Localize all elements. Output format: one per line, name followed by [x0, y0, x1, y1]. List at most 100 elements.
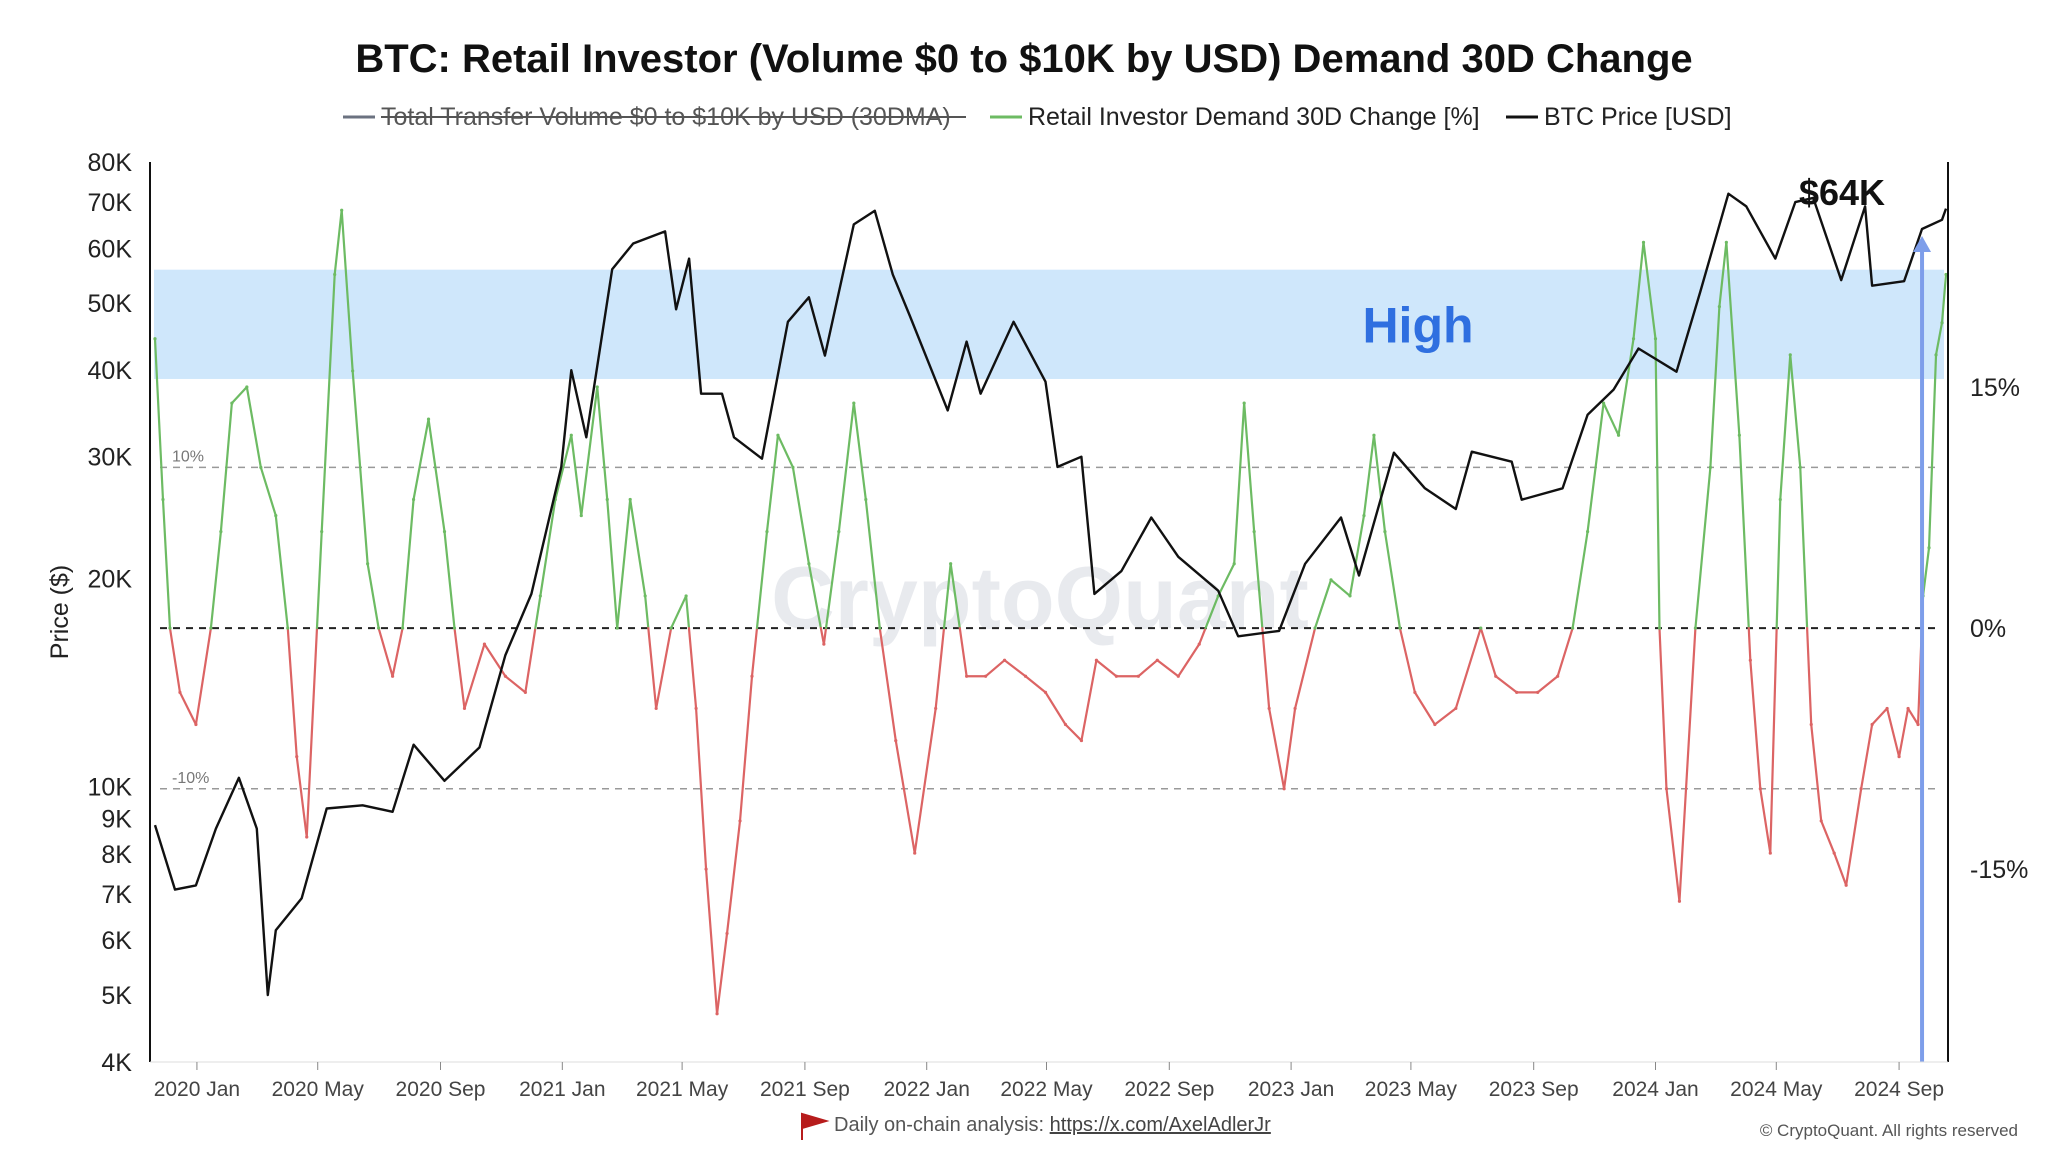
demand-segment	[1413, 691, 1436, 726]
demand-point	[934, 706, 938, 711]
demand-point	[245, 385, 249, 389]
demand-segment	[934, 626, 946, 710]
demand-segment	[1906, 707, 1920, 726]
legend: Total Transfer Volume $0 to $10K by USD …	[343, 103, 1732, 131]
demand-point	[615, 626, 619, 630]
x-tick-label: 2020 Jan	[154, 1078, 240, 1101]
demand-point	[984, 674, 988, 678]
demand-segment	[1927, 353, 1938, 549]
demand-segment	[616, 498, 632, 630]
demand-segment	[245, 385, 262, 469]
demand-point	[1023, 674, 1028, 678]
demand-point	[1832, 851, 1836, 855]
demand-segment	[878, 626, 897, 742]
demand-segment	[1095, 659, 1118, 678]
demand-segment	[391, 626, 404, 678]
demand-point	[1197, 642, 1201, 646]
left-tick-label: 80K	[88, 149, 133, 177]
demand-point	[462, 706, 467, 711]
demand-segment	[351, 369, 369, 565]
demand-segment	[1658, 626, 1668, 790]
demand-segment	[1348, 514, 1366, 598]
left-tick-label: 5K	[101, 982, 132, 1010]
demand-point	[1809, 722, 1813, 727]
legend-label-price: BTC Price [USD]	[1544, 103, 1732, 131]
demand-segment	[1003, 659, 1027, 678]
left-tick-label: 8K	[101, 841, 132, 869]
x-tick-label: 2023 May	[1365, 1078, 1458, 1101]
demand-point	[965, 674, 969, 678]
demand-point	[628, 497, 632, 502]
legend-label-demand: Retail Investor Demand 30D Change [%]	[1028, 103, 1480, 131]
demand-point	[852, 401, 856, 405]
left-tick-label: 6K	[101, 927, 132, 955]
demand-point	[1717, 305, 1721, 309]
left-tick-label: 7K	[101, 881, 132, 909]
demand-point	[1282, 787, 1286, 791]
demand-point	[1693, 626, 1698, 630]
demand-segment	[824, 530, 840, 630]
left-tick-label: 50K	[88, 290, 133, 318]
demand-segment	[1268, 707, 1286, 790]
x-tick-label: 2020 May	[272, 1078, 365, 1101]
demand-point	[1677, 899, 1682, 903]
demand-segment	[1283, 707, 1297, 790]
demand-point	[295, 755, 299, 759]
right-axis-ticks: 15% 0% -15%	[1970, 374, 2028, 884]
left-tick-label: 30K	[88, 444, 133, 472]
demand-point	[1664, 787, 1669, 791]
demand-point	[1586, 530, 1590, 534]
reference-lines: 10% -10%	[160, 448, 1938, 790]
demand-point	[1798, 465, 1802, 469]
demand-segment	[1372, 434, 1387, 533]
demand-segment	[1940, 273, 1948, 324]
demand-segment	[1749, 659, 1762, 790]
demand-point	[694, 706, 698, 711]
demand-point	[1870, 722, 1874, 727]
demand-segment	[1769, 626, 1778, 855]
demand-point	[1859, 787, 1863, 791]
demand-point	[274, 513, 278, 518]
demand-segment	[401, 498, 415, 630]
footer-link[interactable]: https://x.com/AxelAdlerJr	[1050, 1114, 1272, 1136]
demand-point	[878, 626, 882, 630]
demand-point	[1927, 546, 1931, 550]
demand-segment	[655, 626, 673, 710]
demand-segment	[864, 498, 881, 630]
high-band-label: High	[1362, 297, 1473, 353]
demand-point	[1079, 738, 1084, 743]
demand-point	[1002, 658, 1007, 662]
demand-point	[333, 272, 337, 277]
demand-point	[837, 530, 841, 534]
x-tick-label: 2023 Sep	[1489, 1078, 1579, 1101]
demand-point	[750, 674, 754, 678]
demand-segment	[755, 530, 769, 630]
demand-segment	[259, 466, 277, 517]
left-tick-label: 9K	[101, 805, 132, 833]
demand-point	[1398, 626, 1402, 630]
demand-segment	[1632, 241, 1645, 340]
demand-point	[1252, 530, 1256, 534]
demand-segment	[1845, 787, 1863, 887]
demand-point	[1267, 706, 1271, 711]
demand-point	[320, 530, 324, 534]
chart-title: BTC: Retail Investor (Volume $0 to $10K …	[355, 37, 1692, 81]
demand-segment	[1137, 659, 1159, 678]
demand-point	[1778, 497, 1782, 502]
demand-point	[1657, 626, 1662, 630]
demand-point	[1155, 658, 1159, 662]
demand-segment	[1571, 530, 1589, 630]
high-band	[154, 269, 1944, 379]
demand-segment	[1243, 401, 1256, 533]
demand-point	[791, 465, 795, 469]
demand-segment	[1433, 707, 1457, 726]
demand-segment	[822, 626, 828, 646]
demand-segment	[1897, 707, 1910, 758]
x-tick-label: 2020 Sep	[396, 1078, 486, 1101]
demand-segment	[570, 434, 583, 517]
demand-point	[654, 706, 658, 711]
x-tick-label: 2024 Sep	[1854, 1078, 1944, 1101]
demand-point	[230, 401, 234, 405]
demand-segment	[1799, 466, 1809, 630]
demand-point	[1724, 240, 1728, 244]
